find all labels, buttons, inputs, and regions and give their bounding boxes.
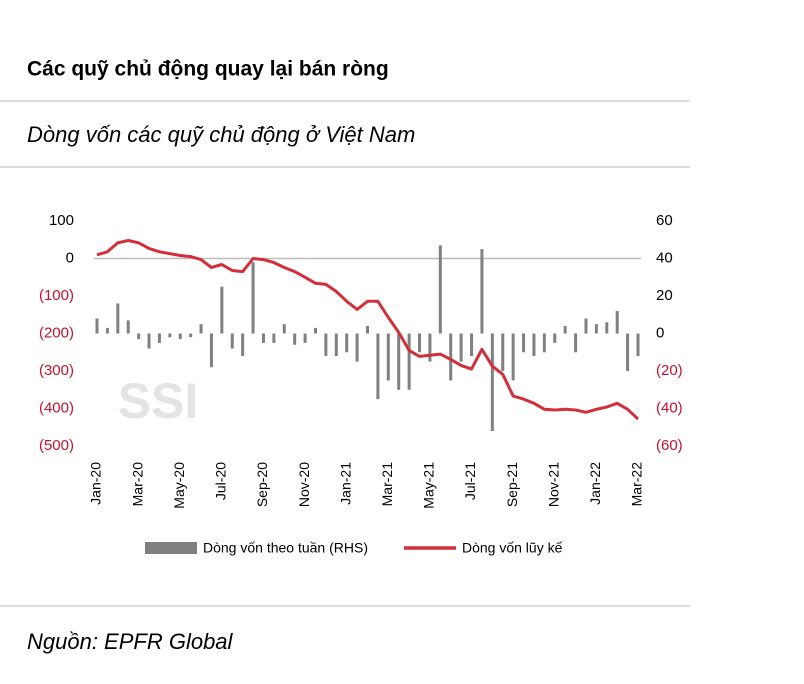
y-tick-label: (300) (39, 362, 74, 379)
bar (594, 324, 598, 334)
bar (272, 333, 276, 343)
bar (428, 333, 432, 362)
y-tick-label: (200) (39, 324, 74, 341)
bar (126, 320, 130, 334)
bar (251, 262, 255, 334)
bar (511, 333, 515, 381)
bar (334, 333, 338, 356)
x-tick-label: Jan-22 (587, 462, 603, 505)
bar (386, 333, 390, 381)
bar (449, 333, 453, 381)
bar (261, 333, 265, 343)
bar (313, 327, 317, 334)
bar (470, 333, 474, 356)
bar (324, 333, 328, 356)
subtitle: Dòng vốn các quỹ chủ động ở Việt Nam (27, 122, 415, 147)
bar (157, 333, 161, 343)
y2-tick-label: (60) (656, 437, 683, 454)
y2-tick-label: 60 (656, 212, 673, 229)
legend-label: Dòng vốn lũy kế (462, 540, 563, 556)
bar (220, 286, 224, 334)
bar (418, 333, 422, 353)
bar (480, 249, 484, 334)
bar (376, 333, 380, 400)
y2-tick-label: (40) (656, 399, 683, 416)
x-tick-label: Nov-20 (296, 462, 312, 507)
bar (542, 333, 546, 353)
y-tick-label: (400) (39, 399, 74, 416)
x-tick-label: Nov-21 (545, 462, 561, 507)
bar (209, 333, 213, 368)
bar (355, 333, 359, 362)
bar (636, 333, 640, 356)
y-tick-label: (500) (39, 437, 74, 454)
title: Các quỹ chủ động quay lại bán ròng (27, 58, 389, 81)
x-tick-label: Jan-21 (337, 462, 353, 505)
bar (522, 333, 526, 353)
bar (366, 326, 369, 334)
bar (459, 333, 463, 362)
bar (584, 318, 588, 334)
bar (563, 326, 567, 334)
bar (574, 333, 578, 353)
bar (199, 324, 203, 334)
bar (137, 333, 141, 340)
bar (532, 333, 536, 356)
x-tick-label: Mar-20 (129, 462, 145, 507)
legend-swatch (145, 542, 197, 554)
bar (178, 333, 182, 340)
x-tick-label: Jul-20 (213, 462, 229, 500)
x-tick-label: Jan-20 (88, 462, 104, 505)
bar (615, 311, 619, 334)
line (96, 239, 640, 421)
bar (293, 333, 297, 345)
bar (605, 322, 609, 334)
x-tick-label: Mar-22 (629, 462, 645, 507)
bar (241, 333, 245, 356)
x-tick-label: Jul-21 (462, 462, 478, 500)
bar (553, 333, 557, 343)
bar (303, 333, 307, 343)
y-tick-label: 100 (49, 212, 74, 229)
x-tick-label: Mar-21 (379, 462, 395, 507)
bar (230, 333, 234, 349)
y-tick-label: (100) (39, 287, 74, 304)
bar (189, 333, 193, 338)
source: Nguồn: EPFR Global (27, 629, 234, 654)
y-tick-label: 0 (66, 249, 74, 266)
bar (147, 333, 151, 349)
bar (626, 333, 630, 371)
y2-tick-label: 40 (656, 249, 673, 266)
bar (407, 333, 411, 390)
y2-tick-label: (20) (656, 362, 683, 379)
x-tick-label: May-21 (421, 462, 437, 509)
x-tick-label: May-20 (171, 462, 187, 509)
bar (95, 318, 99, 334)
bar (438, 245, 442, 334)
y2-tick-label: 20 (656, 287, 673, 304)
watermark: SSI (118, 373, 199, 429)
x-tick-label: Sep-20 (254, 462, 270, 507)
x-tick-label: Sep-21 (504, 462, 520, 507)
bar (105, 327, 109, 334)
bar (345, 333, 349, 353)
bar (116, 303, 120, 334)
y2-tick-label: 0 (656, 324, 664, 341)
bar (501, 333, 505, 371)
bar (490, 333, 494, 431)
bar (282, 324, 286, 334)
bar (397, 333, 401, 390)
bar (168, 333, 172, 338)
legend-label: Dòng vốn theo tuần (RHS) (203, 540, 368, 556)
